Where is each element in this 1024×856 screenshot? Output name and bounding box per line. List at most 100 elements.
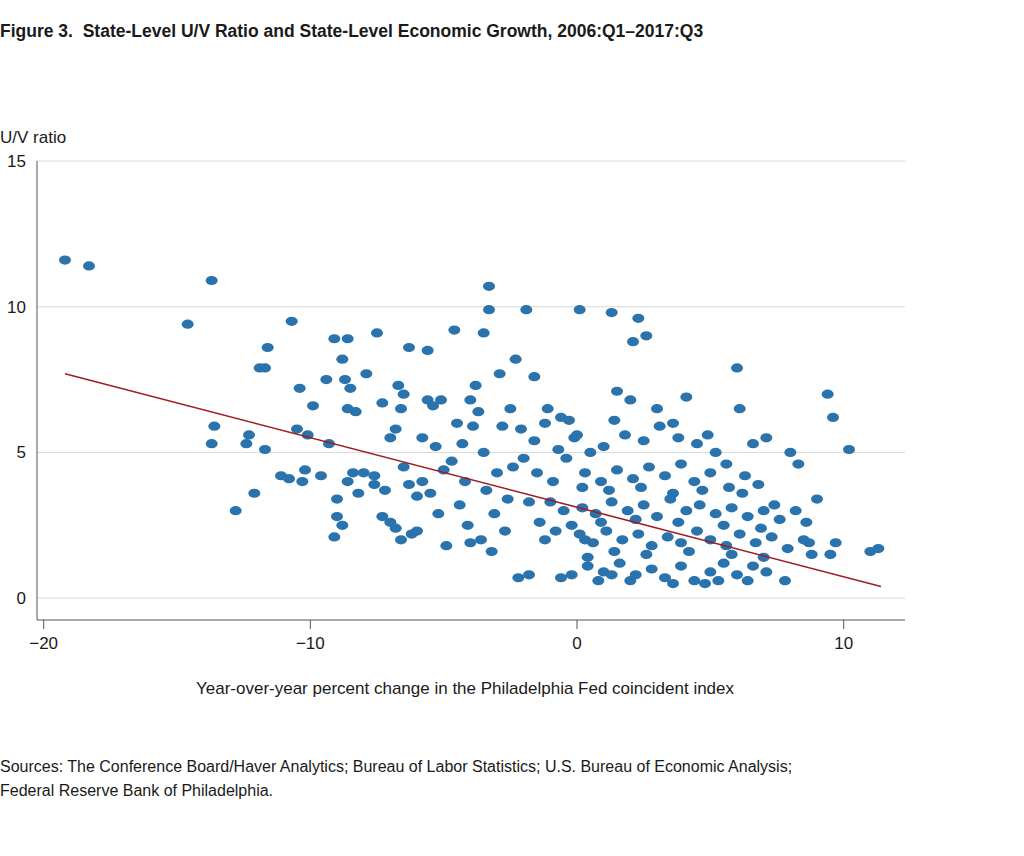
point — [283, 474, 295, 483]
point — [606, 308, 618, 317]
point — [811, 494, 823, 503]
point — [710, 509, 722, 518]
point — [262, 343, 274, 352]
point — [611, 465, 623, 474]
point — [766, 532, 778, 541]
point — [691, 439, 703, 448]
point — [595, 518, 607, 527]
point — [675, 538, 687, 547]
point — [747, 561, 759, 570]
point — [206, 439, 218, 448]
point — [560, 454, 572, 463]
point — [584, 448, 596, 457]
point — [640, 331, 652, 340]
point — [734, 404, 746, 413]
point — [547, 477, 559, 486]
point — [760, 433, 772, 442]
point — [384, 433, 396, 442]
point — [379, 486, 391, 495]
point — [683, 547, 695, 556]
point — [824, 550, 836, 559]
point — [718, 559, 730, 568]
point — [758, 506, 770, 515]
point — [342, 334, 354, 343]
point — [595, 477, 607, 486]
point — [555, 413, 567, 422]
y-axis-label: U/V ratio — [0, 128, 66, 147]
point — [627, 474, 639, 483]
point — [416, 433, 428, 442]
point — [672, 518, 684, 527]
point — [582, 561, 594, 570]
point — [83, 261, 95, 270]
point — [734, 529, 746, 538]
point — [736, 489, 748, 498]
point — [411, 492, 423, 501]
point — [336, 521, 348, 530]
point — [248, 489, 260, 498]
point — [688, 477, 700, 486]
point — [675, 561, 687, 570]
point — [392, 381, 404, 390]
point — [475, 535, 487, 544]
grid-line — [37, 598, 905, 599]
point — [739, 471, 751, 480]
point — [390, 425, 402, 434]
point — [502, 494, 514, 503]
point — [566, 570, 578, 579]
point — [622, 506, 634, 515]
trend-line — [65, 374, 881, 587]
point — [464, 538, 476, 547]
point — [331, 494, 343, 503]
point — [720, 459, 732, 468]
point — [59, 255, 71, 264]
point — [664, 494, 676, 503]
point — [296, 477, 308, 486]
point — [555, 573, 567, 582]
point — [504, 404, 516, 413]
point — [411, 527, 423, 536]
point — [603, 486, 615, 495]
point — [507, 462, 519, 471]
point — [376, 512, 388, 521]
point — [558, 506, 570, 515]
point — [632, 314, 644, 323]
point — [646, 541, 658, 550]
x-tick-label: 0 — [572, 634, 581, 653]
point — [792, 459, 804, 468]
point — [566, 521, 578, 530]
point — [800, 518, 812, 527]
point — [680, 506, 692, 515]
y-tick-label: 5 — [17, 443, 26, 462]
point — [699, 579, 711, 588]
point — [750, 538, 762, 547]
point — [259, 363, 271, 372]
point — [667, 419, 679, 428]
point — [576, 483, 588, 492]
point — [510, 355, 522, 364]
point — [726, 550, 738, 559]
point — [416, 477, 428, 486]
point — [827, 413, 839, 422]
point — [752, 480, 764, 489]
point — [464, 395, 476, 404]
point — [398, 390, 410, 399]
x-axis-line — [37, 620, 905, 621]
scatter-series — [59, 255, 884, 588]
point — [432, 509, 444, 518]
point — [512, 573, 524, 582]
x-tick — [843, 620, 844, 629]
grid — [37, 161, 905, 598]
point — [206, 276, 218, 285]
source-note: Sources: The Conference Board/Haver Anal… — [0, 758, 792, 775]
point — [768, 500, 780, 509]
point — [259, 445, 271, 454]
point — [491, 468, 503, 477]
point — [478, 448, 490, 457]
point — [747, 439, 759, 448]
point — [486, 547, 498, 556]
point — [822, 390, 834, 399]
point — [614, 559, 626, 568]
point — [643, 462, 655, 471]
point — [483, 282, 495, 291]
